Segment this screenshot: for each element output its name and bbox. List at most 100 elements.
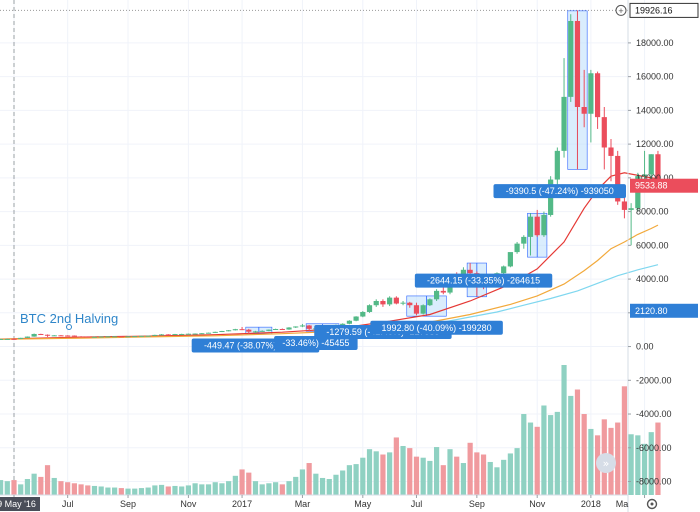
annotation-text: -449.47 (-38.07%) -44947 [204, 341, 307, 351]
volume-bar [199, 484, 205, 495]
candle-body [594, 73, 601, 118]
add-alert-icon [615, 4, 627, 16]
settings-button[interactable] [646, 498, 658, 510]
volume-bar [24, 479, 31, 495]
volume-bar [313, 473, 319, 495]
time-tick-label: Sep [120, 499, 136, 509]
crosshair-date-label: 09 May '16 [0, 499, 36, 509]
price-tick-label: 8000.00 [636, 207, 669, 217]
candle-body [179, 333, 185, 335]
chart-title: BTC 2nd Halving [20, 311, 118, 326]
candle-body [601, 117, 607, 148]
volume-bar [621, 386, 628, 495]
candle-body [534, 216, 540, 236]
volume-bar [474, 452, 480, 495]
volume-bar [293, 476, 299, 495]
candle-body [219, 331, 225, 333]
candle [527, 213, 534, 256]
volume-bar [31, 473, 37, 495]
candle-body [279, 329, 285, 331]
volume-bar [44, 465, 51, 495]
candle [199, 333, 205, 335]
candle-body [527, 216, 534, 237]
candle [608, 139, 614, 182]
candle-body [71, 335, 77, 337]
candle-body [145, 335, 151, 337]
candle-body [105, 336, 111, 338]
candle-body [112, 336, 118, 338]
volume-bar [393, 437, 399, 495]
time-axis[interactable]: 09 May '16 Jul Sep Nov 2017 Mar May Jul Sep Nov 20… [0, 495, 646, 511]
candle-body [91, 336, 98, 338]
candle-body [648, 154, 654, 175]
volume-bar [145, 487, 151, 495]
candle-body [252, 331, 259, 333]
annotation-label: -2644.15 (-33.35%) -264615 [414, 273, 553, 288]
candle-body [427, 299, 433, 306]
annotation-label: -33.46%) -45455 [274, 335, 358, 350]
candle [38, 333, 44, 335]
scroll-to-realtime-button[interactable]: » [596, 453, 616, 473]
price-tag: +19926.16 [615, 2, 699, 18]
volume-bar [11, 480, 17, 495]
volume-bar [574, 389, 581, 495]
candle-body [641, 174, 648, 177]
time-tick-label: Nov [529, 499, 546, 509]
annotation-box [493, 184, 626, 199]
time-tick-label: Mar [295, 499, 311, 509]
candle [554, 147, 560, 187]
candle-body [152, 334, 158, 336]
candle [259, 330, 265, 332]
volume-bar [112, 487, 118, 495]
candle [594, 71, 601, 129]
candle [387, 296, 393, 307]
moving-average-line [416, 264, 659, 327]
candle-body [65, 335, 71, 337]
volume-bar [340, 470, 346, 495]
candle-body [286, 327, 292, 330]
time-tick-label: 2017 [232, 499, 252, 509]
price-tick-label: -4000.00 [636, 409, 672, 419]
volume-bar [447, 449, 453, 495]
candle [407, 301, 413, 308]
volume-bar [259, 484, 265, 495]
candle-body [239, 329, 245, 331]
candle-body [205, 332, 212, 334]
volume-bar [360, 457, 366, 495]
volume-bar [346, 465, 352, 495]
candle-body [393, 297, 399, 304]
candle [71, 335, 77, 337]
title-marker-dot [66, 324, 72, 330]
candle [306, 324, 312, 332]
price-tick-label: -6000.00 [636, 443, 672, 453]
candle-body [212, 331, 218, 333]
volume-bar [387, 452, 393, 495]
candle-body [18, 337, 24, 339]
volume-bar [279, 484, 285, 495]
candle [85, 336, 91, 338]
volume-bar [185, 485, 192, 495]
candle [279, 328, 285, 331]
candle-body [31, 333, 37, 337]
volume-bar [373, 451, 379, 495]
candle-body [192, 333, 198, 335]
volume-bar [487, 461, 493, 495]
volume-bar [628, 434, 634, 495]
candle [521, 235, 527, 249]
moving-average-line [0, 224, 659, 340]
volume-bar [655, 422, 661, 495]
candle [51, 335, 57, 337]
annotation-text: 1992.80 (-40.09%) -199280 [382, 323, 492, 333]
annotation-box [370, 320, 503, 335]
candle [299, 323, 306, 328]
volume-bar [554, 411, 560, 495]
candle-body [554, 150, 560, 180]
candle-body [568, 20, 574, 97]
volume-bar [407, 448, 413, 495]
candle [179, 333, 185, 335]
candle [246, 328, 252, 334]
candle [65, 335, 71, 337]
price-tag-box [630, 303, 698, 318]
candle-body [138, 335, 145, 337]
